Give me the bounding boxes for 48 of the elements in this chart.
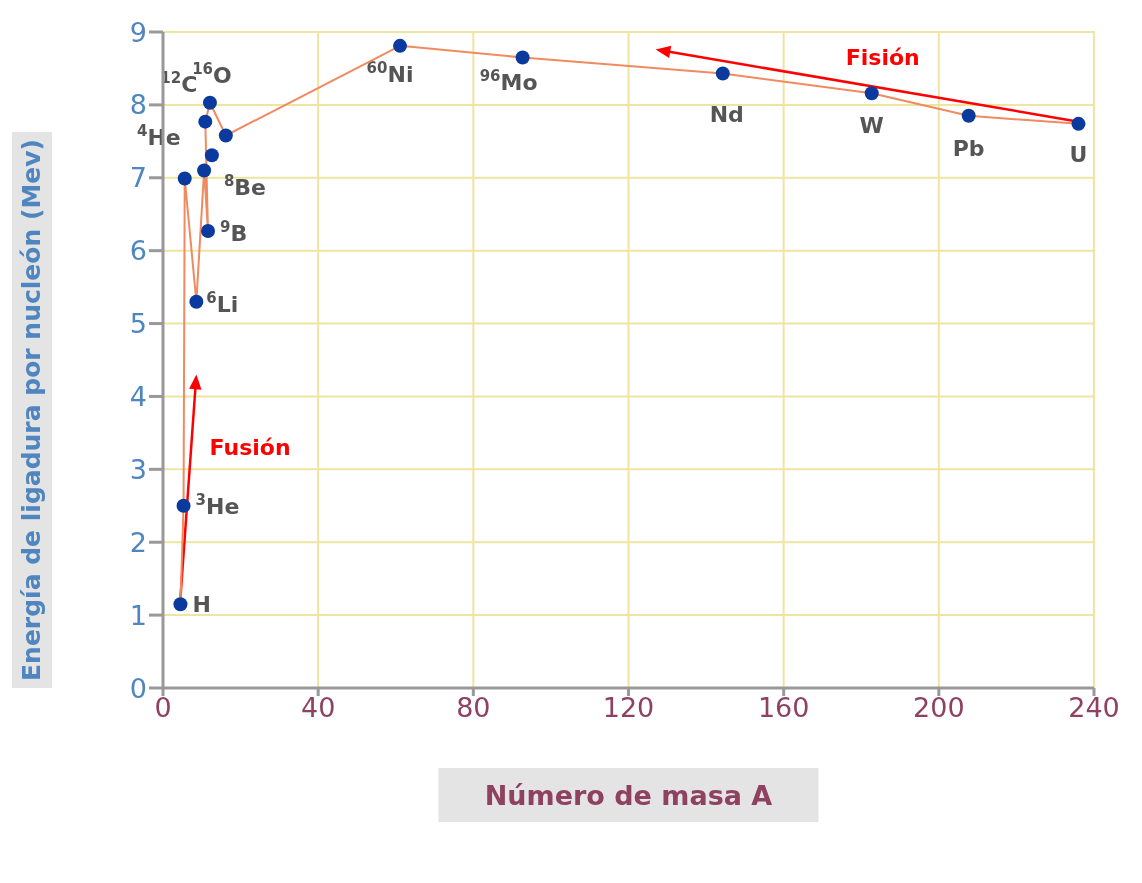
point [715,66,730,81]
point [515,50,530,65]
annotation: $^{96}$Mo [479,66,538,95]
point [177,171,192,186]
annotation: $^{9}$B [220,217,248,246]
annotation: Fusión [209,434,291,460]
y-tick-label: 0 [129,672,147,704]
annotation: Fisión [845,44,920,70]
annotation: H [192,592,211,618]
annotation: $^{60}$Ni [366,58,414,87]
point [202,95,217,110]
annotation: Nd [709,101,744,127]
annotation: $^{8}$Be [223,172,267,201]
y-tick-label: 5 [129,308,147,340]
y-tick-label: 9 [129,16,147,48]
point [204,148,219,163]
annotation: $^{6}$Li [206,288,239,317]
y-tick-label: 7 [129,162,147,194]
y-tick-label: 2 [129,526,147,558]
x-tick-label: 0 [154,692,172,724]
y-axis-title: Energía de ligadura por nucleón (Mev) [17,139,46,681]
x-tick-label: 80 [456,692,491,724]
point [393,38,408,53]
annotation: Pb [952,135,985,161]
annotation: U [1069,141,1088,167]
point [201,223,215,238]
point [197,163,212,178]
y-tick-label: 4 [129,381,147,413]
point [173,597,188,612]
x-tick-label: 160 [757,692,810,724]
point [1071,116,1086,131]
point [864,86,879,101]
point [176,498,191,513]
annotation: $^{3}$He [195,490,240,519]
y-tick-label: 1 [129,599,147,631]
y-tick-label: 6 [129,235,147,267]
point [198,114,213,129]
annotation: W [859,113,884,139]
x-tick-label: 200 [913,692,965,724]
x-tick-label: 240 [1068,692,1120,724]
x-tick-label: 120 [602,692,655,724]
x-tick-label: 40 [300,692,336,724]
point [218,128,233,143]
point [189,294,204,309]
y-tick-label: 3 [129,453,147,485]
y-tick-label: 8 [129,89,147,121]
x-axis-title: Número de masa A [484,780,773,811]
point [961,108,976,123]
